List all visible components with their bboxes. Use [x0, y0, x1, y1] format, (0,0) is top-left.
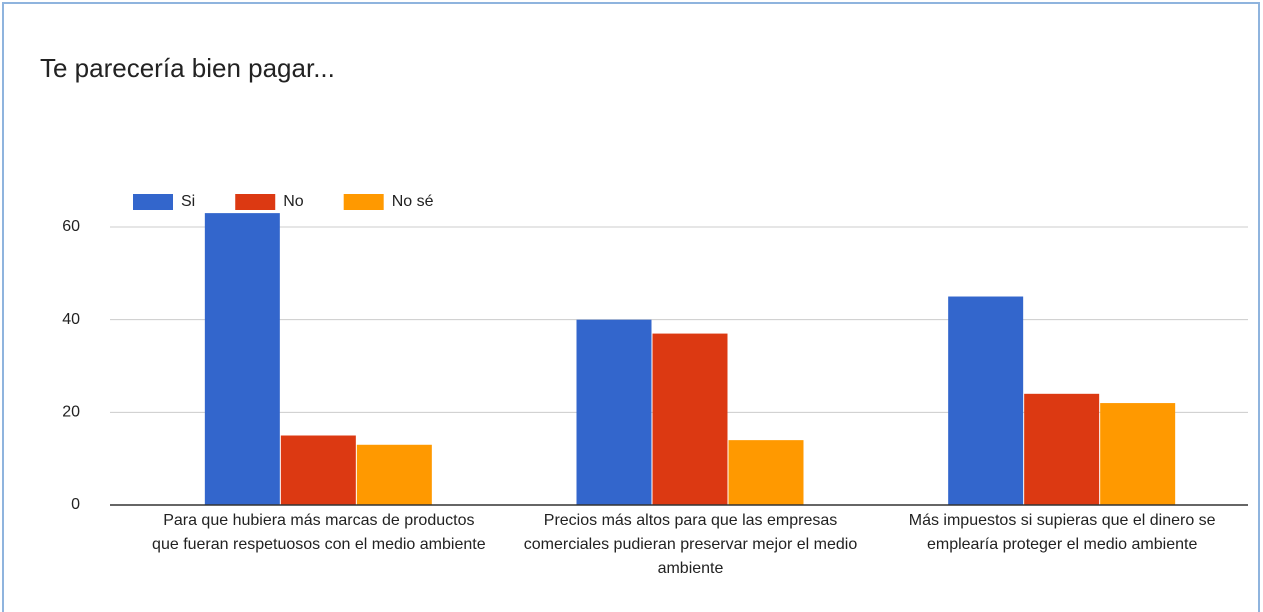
- y-tick-label: 20: [62, 404, 80, 421]
- y-tick-label: 60: [62, 218, 80, 235]
- x-tick-label: Más impuestos si supieras que el dinero …: [908, 512, 1216, 553]
- legend-label: No sé: [392, 193, 434, 210]
- x-tick-label-box: Para que hubiera más marcas de productos…: [152, 512, 486, 553]
- bar: [356, 444, 432, 505]
- legend-swatch: [133, 194, 173, 210]
- chart-title: Te parecería bien pagar...: [40, 53, 335, 83]
- bar: [1100, 403, 1176, 505]
- bar: [728, 440, 804, 505]
- x-tick-label-box: Precios más altos para que las empresas …: [523, 512, 858, 577]
- bar: [204, 213, 280, 505]
- legend-label: Si: [181, 193, 195, 210]
- y-tick-label: 40: [62, 311, 80, 328]
- x-tick-label: Precios más altos para que las empresas …: [523, 512, 858, 577]
- y-tick-label: 0: [71, 496, 80, 513]
- bar: [652, 333, 728, 505]
- bar: [280, 435, 356, 505]
- x-tick-label-box: Más impuestos si supieras que el dinero …: [908, 512, 1216, 553]
- legend-swatch: [235, 194, 276, 210]
- legend-swatch: [343, 194, 384, 210]
- legend-label: No: [283, 193, 304, 210]
- x-tick-label: Para que hubiera más marcas de productos…: [152, 512, 486, 553]
- bar: [576, 319, 652, 505]
- bar: [948, 296, 1024, 505]
- bar: [1024, 393, 1100, 505]
